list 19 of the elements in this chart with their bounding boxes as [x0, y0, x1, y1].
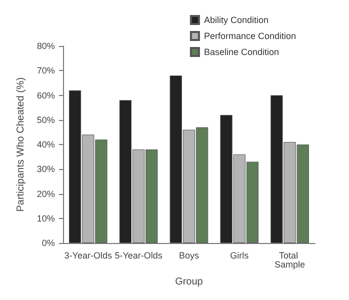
x-tick-label: 3-Year-Olds	[64, 250, 112, 260]
x-axis-title: Group	[175, 276, 204, 288]
y-tick-label: 60%	[36, 90, 55, 100]
y-tick-label: 30%	[36, 164, 55, 174]
y-tick-label: 0%	[42, 238, 55, 248]
x-tick-label: Total Sample	[274, 250, 306, 270]
x-tick-label: Boys	[178, 250, 200, 260]
legend-label: Performance Condition	[204, 31, 296, 41]
legend-label: Ability Condition	[204, 15, 268, 25]
y-tick-label: 20%	[36, 188, 55, 199]
y-tick-label: 70%	[36, 66, 55, 76]
y-tick-label: 80%	[36, 41, 55, 51]
x-tick-label: 5-Year-Olds	[114, 250, 163, 260]
y-tick-label: 40%	[36, 140, 55, 150]
y-axis-title: Participants Who Cheated (%)	[16, 77, 26, 212]
y-tick-label: 10%	[36, 213, 55, 224]
x-tick-label: Girls	[230, 250, 250, 260]
legend-label: Baseline Condition	[204, 47, 280, 57]
y-tick-label: 50%	[36, 114, 55, 125]
